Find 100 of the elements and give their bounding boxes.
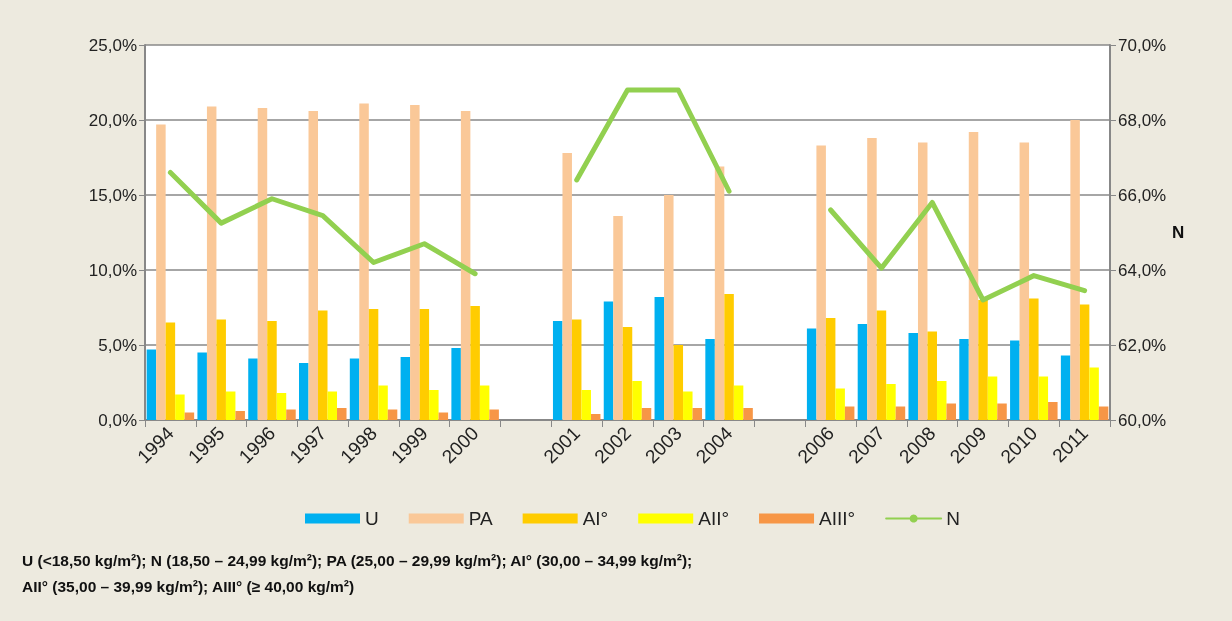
bar [886, 384, 896, 420]
bar [235, 411, 245, 420]
bar [562, 153, 572, 420]
bar [857, 324, 868, 420]
y-tick-label: 5,0% [98, 335, 137, 355]
bar [387, 409, 398, 420]
bar [816, 145, 826, 420]
bar [1079, 304, 1090, 420]
bar [987, 376, 998, 420]
bar [146, 349, 157, 420]
bar [489, 409, 499, 420]
bar [917, 142, 928, 420]
bar [683, 391, 693, 420]
bar [267, 321, 277, 420]
bar [876, 310, 887, 420]
bar [299, 363, 309, 420]
bar [673, 345, 684, 420]
bar [206, 106, 217, 420]
bar [844, 406, 855, 420]
bar [743, 408, 753, 420]
y-tick-label: 25,0% [88, 35, 137, 55]
bar [946, 403, 956, 420]
legend-label: PA [468, 508, 493, 529]
bar [927, 331, 937, 420]
bar [429, 390, 439, 420]
bar [318, 310, 328, 420]
y-tick-label: 10,0% [88, 260, 137, 280]
bar [1010, 340, 1020, 420]
bar [641, 408, 652, 420]
bar [936, 381, 947, 420]
bar [806, 328, 817, 420]
bar [225, 391, 236, 420]
bar [359, 103, 369, 420]
legend-label: N [946, 508, 960, 529]
bar [337, 408, 347, 420]
bar [581, 390, 591, 420]
y2-tick-label: 64,0% [1118, 260, 1167, 280]
bar [733, 385, 744, 420]
bar [216, 319, 226, 420]
bar [451, 348, 461, 420]
bar [603, 301, 614, 420]
bar [1029, 298, 1039, 420]
y2-axis-title: N [1172, 223, 1185, 242]
bar [257, 108, 268, 420]
bar [552, 321, 563, 420]
y-tick-label: 15,0% [88, 185, 137, 205]
bar [410, 105, 420, 420]
y2-tick-label: 60,0% [1118, 410, 1167, 430]
y-tick-label: 0,0% [98, 410, 137, 430]
bar [632, 381, 642, 420]
bar [419, 309, 430, 420]
y2-tick-label: 66,0% [1118, 185, 1167, 205]
bar [197, 352, 207, 420]
bar [571, 319, 582, 420]
bar [368, 309, 379, 420]
bar [908, 333, 918, 420]
bar [714, 166, 725, 420]
bar [327, 391, 338, 420]
bar [654, 297, 665, 420]
bar [349, 358, 360, 420]
bar [895, 406, 906, 420]
bar [613, 216, 623, 420]
bar [400, 357, 411, 420]
y-tick-label: 20,0% [88, 110, 137, 130]
bar [867, 138, 877, 420]
bar [835, 388, 845, 420]
bar [1098, 406, 1109, 420]
bar [470, 306, 480, 420]
bar [248, 358, 258, 420]
legend-label: AI° [582, 508, 609, 529]
y2-tick-label: 70,0% [1118, 35, 1167, 55]
bar [1089, 367, 1099, 420]
bar [590, 414, 601, 420]
bar [978, 300, 988, 420]
text: AII° (35,00 – 39,99 kg/m²); AIII° (≥ 40,00 kg/m²) [22, 577, 356, 597]
bar [692, 408, 703, 420]
bar [165, 322, 176, 420]
bar [664, 195, 674, 420]
bar [622, 327, 633, 420]
bar [825, 318, 836, 420]
y2-tick-label: 68,0% [1118, 110, 1167, 130]
bar [959, 339, 969, 420]
bar [1048, 402, 1058, 420]
bar [997, 403, 1007, 420]
legend-label: AIII° [819, 508, 856, 529]
bar [705, 339, 715, 420]
legend-label: U [365, 508, 379, 529]
bar [1060, 355, 1071, 420]
bar [460, 111, 471, 420]
legend-label: AII° [698, 508, 730, 529]
bar [276, 393, 287, 420]
bar [968, 132, 979, 420]
y2-tick-label: 62,0% [1118, 335, 1167, 355]
bar [378, 385, 388, 420]
bar [1038, 376, 1049, 420]
bar [286, 409, 296, 420]
bar [724, 294, 734, 420]
bar [175, 394, 185, 420]
bar [1019, 142, 1030, 420]
bar [308, 111, 319, 420]
